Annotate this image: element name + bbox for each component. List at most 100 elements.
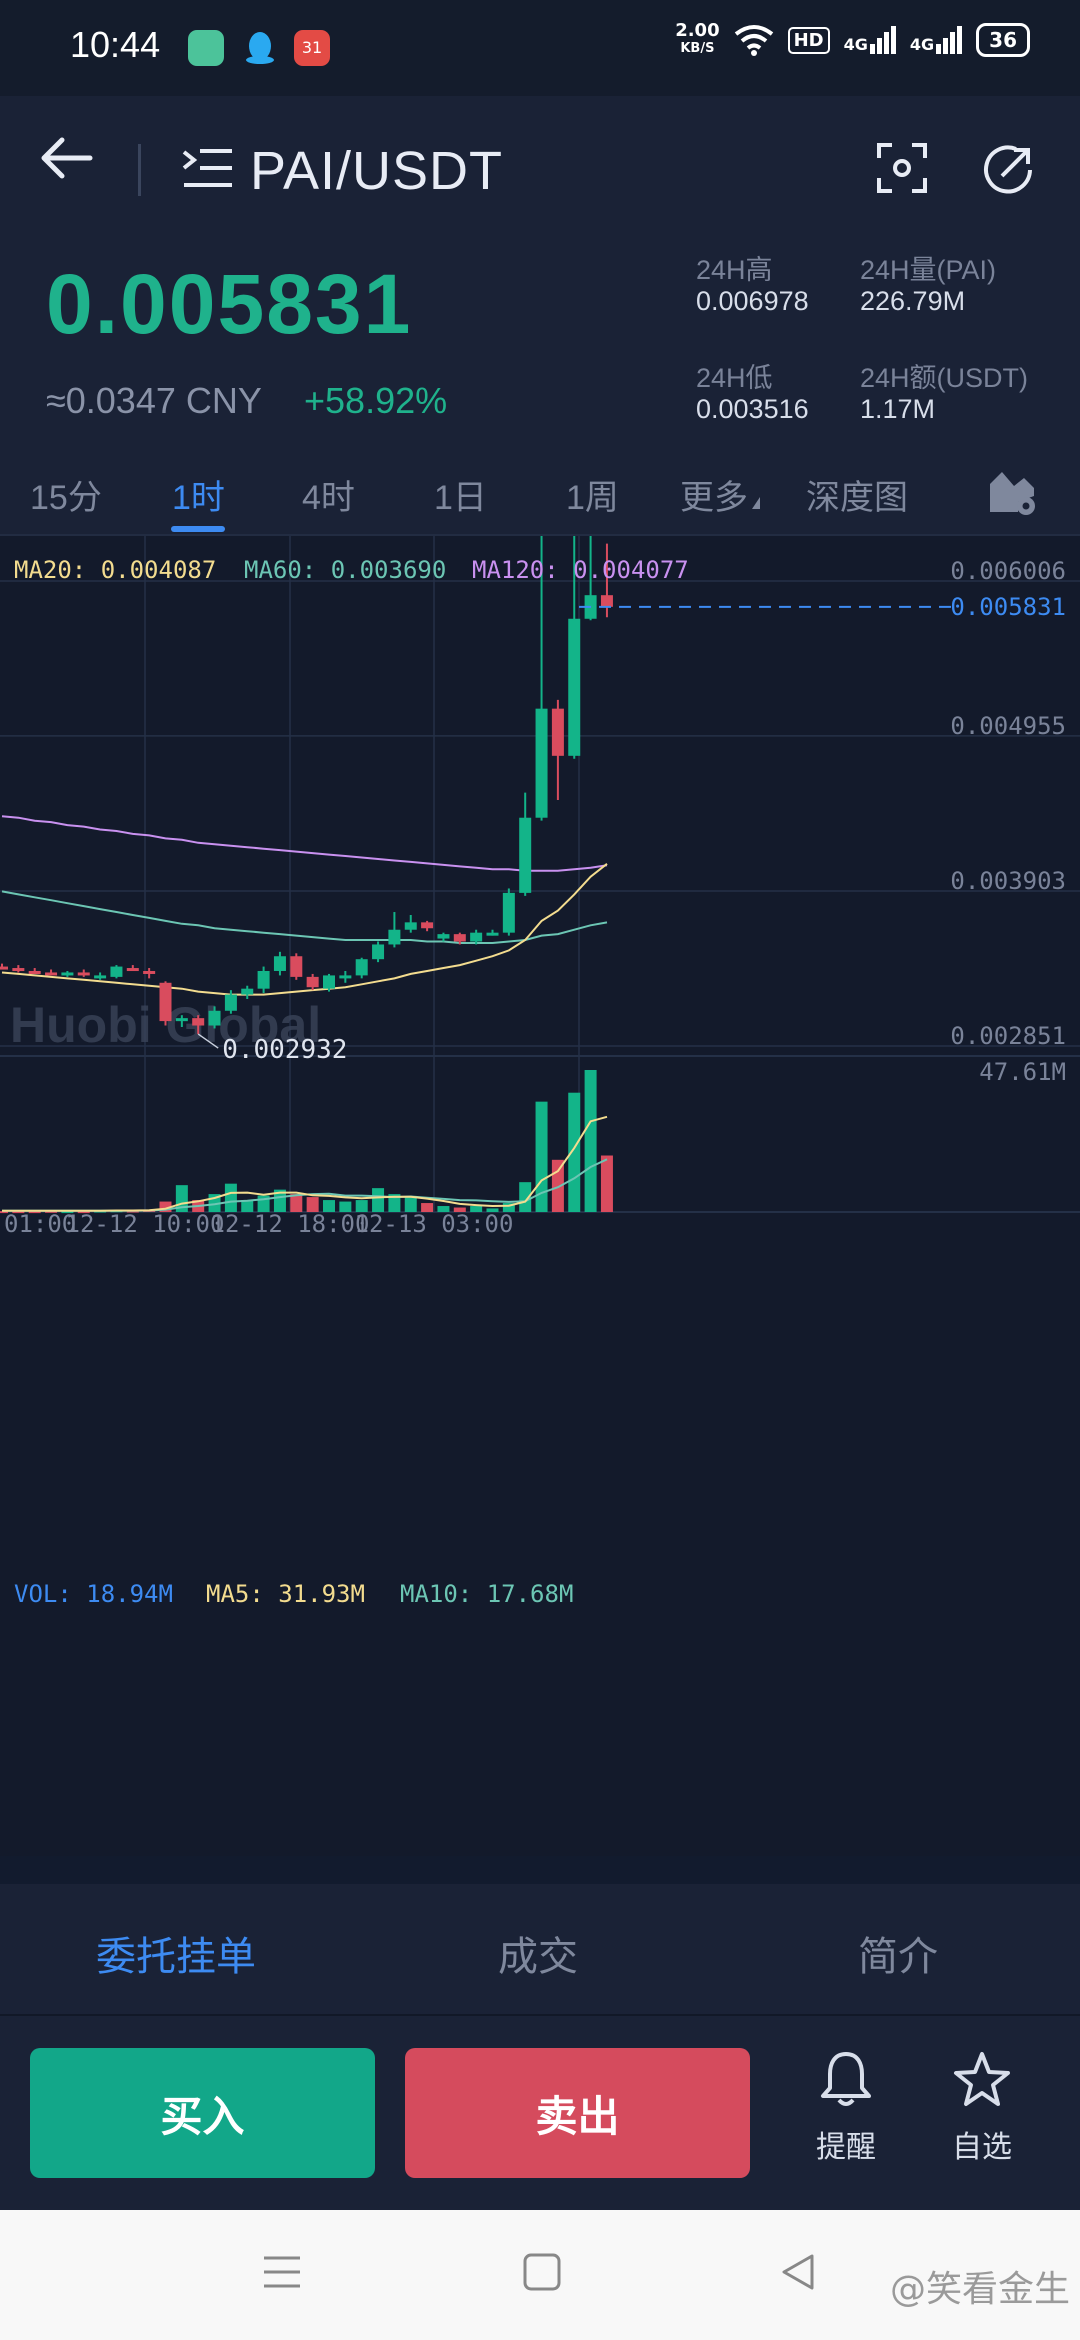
candle-body (126, 968, 139, 972)
low-value: 0.003516 (696, 394, 809, 424)
tab-intro[interactable]: 简介 (858, 1934, 938, 1980)
volume-bar (61, 1211, 74, 1214)
menu-nav-icon[interactable] (262, 2252, 302, 2292)
tab-1h[interactable]: 1时 (172, 479, 225, 517)
volume-bar (45, 1210, 58, 1213)
chart-settings-icon[interactable] (988, 468, 1040, 516)
candle-body (339, 975, 352, 979)
candle-body (61, 972, 74, 976)
volume-bar (339, 1201, 352, 1212)
more-dropdown-icon (752, 497, 760, 509)
time-axis-label: 12-12 18:00 (211, 1210, 370, 1238)
back-arrow-icon[interactable] (40, 136, 94, 180)
candle-body (77, 972, 90, 976)
volume-value: 226.79M (860, 286, 966, 316)
candle-body (421, 922, 434, 929)
high-label: 24H高 (696, 255, 773, 285)
star-icon (954, 2052, 1010, 2106)
volume-bar (241, 1200, 254, 1212)
app-notification-icon (188, 30, 224, 66)
candle-body (28, 970, 41, 974)
ma60-legend: MA60: 0.003690 (244, 556, 447, 584)
candle-body (241, 988, 254, 995)
wifi-icon (734, 25, 773, 56)
alert-button[interactable]: 提醒 (796, 2050, 896, 2166)
candle-body (290, 956, 303, 977)
candle-body (143, 970, 156, 974)
ma120-line (1, 815, 608, 872)
candle-body (355, 959, 368, 976)
favorite-button[interactable]: 自选 (932, 2050, 1032, 2166)
volume-bar (470, 1206, 483, 1212)
screenshot-icon[interactable] (876, 142, 928, 194)
price-axis-label: 0.003903 (950, 867, 1066, 895)
active-tab-underline (171, 526, 225, 532)
time-axis-label: 12-12 10:00 (66, 1210, 225, 1238)
system-nav-bar: @笑看金生 (0, 2210, 1080, 2340)
tab-15m[interactable]: 15分 (30, 479, 102, 517)
amount-label: 24H额(USDT) (860, 363, 1029, 393)
price-axis-label: 0.002851 (950, 1022, 1066, 1050)
home-nav-icon[interactable] (522, 2252, 562, 2292)
candle-body (568, 618, 581, 756)
tab-depth[interactable]: 深度图 (806, 479, 908, 517)
ma20-legend: MA20: 0.004087 (14, 556, 217, 584)
sell-button[interactable]: 卖出 (405, 2048, 750, 2178)
ma20-line (1, 863, 608, 996)
pair-menu-icon[interactable] (182, 148, 234, 188)
tab-trades[interactable]: 成交 (498, 1934, 578, 1980)
tab-1d[interactable]: 1日 (434, 479, 487, 517)
cny-price: ≈0.0347 CNY (46, 380, 262, 421)
share-icon[interactable] (980, 142, 1036, 198)
candle-body (159, 982, 172, 1022)
candle-body (175, 1018, 188, 1022)
volume-bar (600, 1155, 613, 1212)
kline-chart[interactable]: Huobi Global0.0070580.0060060.0049550.00… (0, 536, 1080, 1856)
signal-icon-2: 4G (910, 26, 963, 54)
volume-axis-label: 47.61M (979, 1058, 1066, 1086)
candle-body (0, 966, 8, 970)
ma60-line (1, 890, 608, 944)
alert-label: 提醒 (816, 2130, 876, 2165)
back-nav-icon[interactable] (778, 2252, 818, 2292)
price-panel: 0.005831 ≈0.0347 CNY +58.92% 24H高 0.0069… (0, 216, 1080, 446)
candle-body (323, 975, 335, 989)
candle-body (535, 708, 548, 818)
pair-title[interactable]: PAI/USDT (250, 141, 504, 201)
buy-button[interactable]: 买入 (30, 2048, 375, 2178)
candlestick-chart[interactable]: Huobi Global0.0070580.0060060.0049550.00… (0, 536, 1080, 1856)
candle-body (502, 892, 515, 933)
candle-body (224, 994, 237, 1011)
battery-indicator: 36 (976, 23, 1030, 57)
time-axis-label: 01:00 (4, 1210, 76, 1238)
low-marker-line (197, 1033, 219, 1049)
candle-body (519, 817, 532, 893)
last-price: 0.005831 (46, 257, 413, 351)
volume-bar (486, 1208, 499, 1212)
tab-4h[interactable]: 4时 (302, 479, 355, 517)
vol-legend: VOL: 18.94M (14, 1580, 173, 1608)
candle-body (257, 970, 270, 989)
volume-bar (453, 1207, 466, 1212)
time-axis-label: 12-13 03:00 (355, 1210, 514, 1238)
candle-body (192, 1018, 205, 1026)
candle-body (372, 944, 385, 960)
tab-1w[interactable]: 1周 (566, 479, 619, 517)
candle-body (273, 956, 286, 971)
ma120-legend: MA120: 0.004077 (472, 556, 689, 584)
candle-body (306, 976, 319, 988)
candle-body (208, 1010, 221, 1026)
volume-bar (273, 1189, 286, 1212)
candle-body (94, 975, 107, 979)
tab-open-orders[interactable]: 委托挂单 (96, 1934, 256, 1980)
candle-body (437, 934, 450, 939)
favorite-label: 自选 (952, 2130, 1012, 2165)
candle-body (110, 966, 123, 977)
volume-bar (290, 1194, 303, 1212)
volume-bar (519, 1182, 532, 1212)
candle-body (600, 595, 613, 607)
tab-more[interactable]: 更多 (680, 470, 760, 519)
candle-body (470, 932, 483, 942)
header-divider (138, 144, 141, 196)
candle-body (388, 929, 401, 945)
